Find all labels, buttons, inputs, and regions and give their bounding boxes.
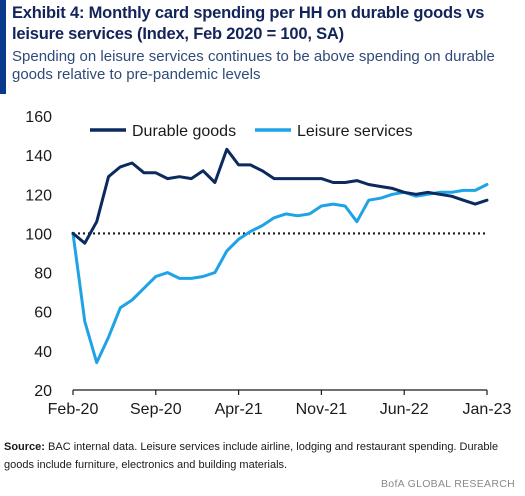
- x-tick-label: Jan-23: [463, 401, 512, 418]
- x-tick-label: Nov-21: [296, 401, 348, 418]
- source-note: Source: BAC internal data. Leisure servi…: [4, 438, 519, 474]
- x-tick-label: Apr-21: [215, 401, 263, 418]
- y-tick-label: 60: [34, 305, 52, 322]
- source-label: Source:: [4, 441, 45, 453]
- source-text: BAC internal data. Leisure services incl…: [4, 441, 499, 471]
- legend-label: Leisure services: [297, 123, 413, 140]
- accent-bar: [0, 0, 6, 94]
- page-subtitle: Spending on leisure services continues t…: [12, 48, 495, 83]
- brand-footer: BofA GLOBAL RESEARCH: [381, 478, 515, 490]
- x-tick-label: Feb-20: [48, 401, 99, 418]
- y-tick-label: 160: [25, 109, 52, 126]
- y-tick-label: 140: [25, 148, 52, 165]
- page-title: Exhibit 4: Monthly card spending per HH …: [12, 4, 485, 43]
- y-tick-label: 20: [34, 383, 52, 400]
- series-line-leisure-services: [71, 183, 489, 365]
- line-chart: 20 40 60 80 100 120 140 160 Feb-20 Sep-20 Apr-21 No…: [25, 109, 512, 418]
- y-tick-label: 40: [34, 344, 52, 361]
- x-tick-label: Sep-20: [130, 401, 182, 418]
- legend-label: Durable goods: [132, 123, 236, 140]
- series-line-durable-goods: [71, 147, 489, 245]
- x-tick-label: Jun-22: [380, 401, 429, 418]
- y-tick-label: 80: [34, 266, 52, 283]
- y-tick-label: 120: [25, 187, 52, 204]
- y-tick-label: 100: [25, 226, 52, 243]
